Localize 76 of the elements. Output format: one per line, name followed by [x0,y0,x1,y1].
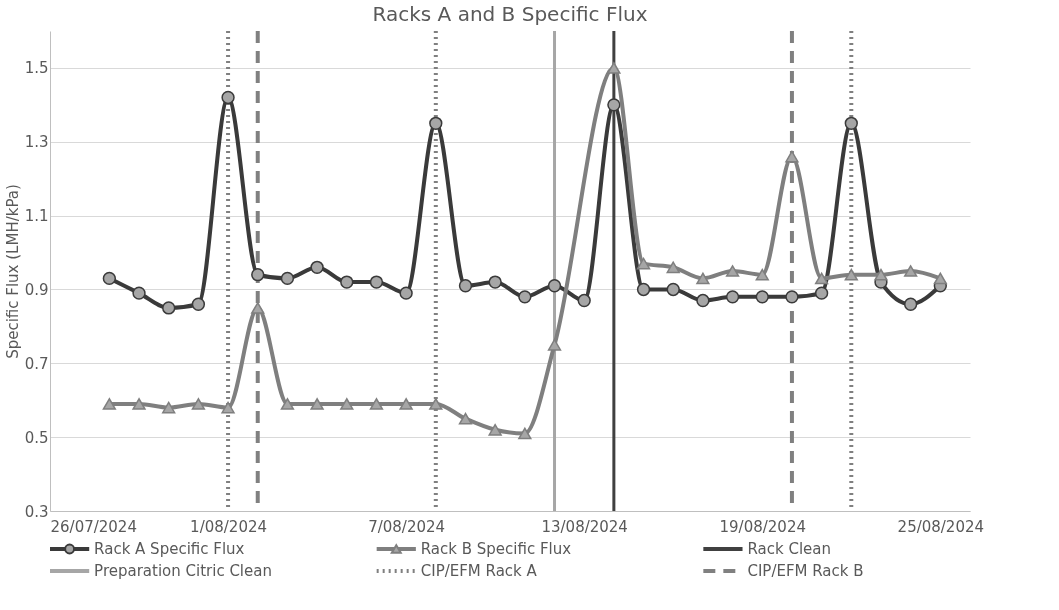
point [132,286,146,300]
legend-label: Rack Clean [747,540,831,558]
point [251,268,265,282]
point [755,268,769,281]
y-tick-label: 1.1 [24,207,49,226]
point [547,338,562,351]
y-tick-label: 0.5 [24,428,49,447]
point [903,265,918,277]
point [844,268,858,281]
point [725,290,740,304]
point [666,282,680,297]
y-tick-label: 0.3 [24,502,49,521]
point [636,257,651,270]
point [458,279,473,293]
point [251,302,265,314]
point [399,398,413,410]
point [814,286,829,300]
point [310,398,324,410]
legend-label: CIP/EFM Rack B [747,562,864,580]
point [696,293,710,308]
x-tick-label: 1/08/2024 [190,517,268,536]
point [429,116,443,130]
point [933,272,947,285]
y-tick-label: 1.5 [24,59,49,78]
point [221,401,235,414]
point [547,279,562,293]
point [518,427,532,440]
point [518,290,532,304]
point [369,275,384,289]
legend-label: Preparation Citric Clean [94,562,272,580]
point [696,272,710,285]
y-axis-title: Specific Flux (LMH/kPa) [3,184,22,359]
point [488,275,502,289]
point [399,286,413,300]
point [310,260,324,274]
point [191,398,206,410]
point [903,297,918,311]
point [666,261,680,274]
point [725,265,740,277]
y-tick-label: 1.3 [24,133,49,152]
point [577,293,591,308]
x-tick-label: 13/08/2024 [541,517,628,536]
point [340,398,354,410]
legend-label: Rack B Specific Flux [420,540,572,558]
point [814,272,829,285]
y-tick-label: 0.7 [24,354,49,373]
point [458,412,473,425]
point [607,62,621,74]
chart-title: Racks A and B Specific Flux [372,2,648,26]
point [280,271,295,286]
point [221,90,235,105]
x-tick-label: 7/08/2024 [368,517,446,536]
point [785,290,799,304]
point [429,398,443,410]
legend-label: Rack A Specific Flux [94,540,245,558]
point [488,423,502,436]
point [162,301,176,315]
point [607,98,621,112]
point [132,398,146,410]
point [102,271,117,286]
point [280,398,295,410]
point [162,401,176,414]
x-tick-label: 25/08/2024 [897,517,985,536]
point [874,268,888,281]
point [785,150,799,163]
point [755,290,769,304]
point [369,398,384,410]
point [340,275,354,289]
point [191,297,206,311]
x-tick-label: 19/08/2024 [719,517,806,536]
x-tick-label: 26/07/2024 [50,517,137,536]
legend-label: CIP/EFM Rack A [420,562,538,580]
point [636,282,651,297]
point [844,116,858,130]
y-tick-label: 0.9 [24,280,49,299]
point [102,398,117,410]
